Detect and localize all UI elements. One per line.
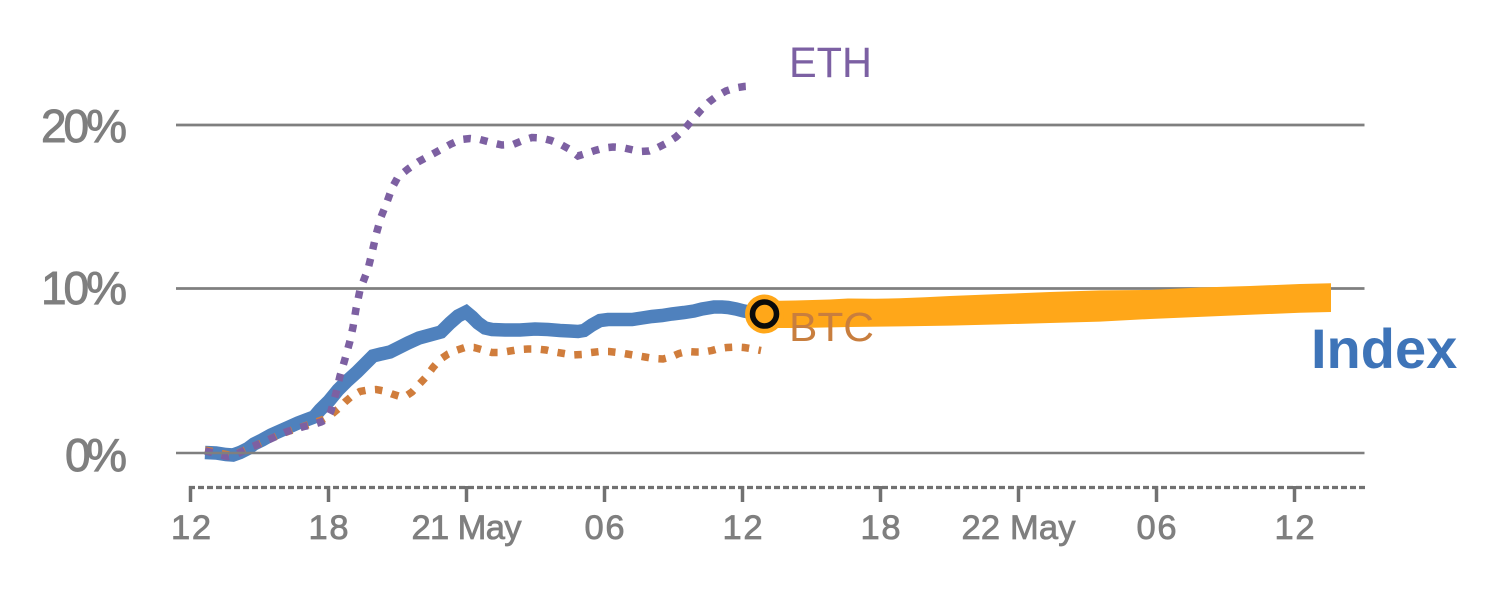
svg-text:ETH: ETH bbox=[789, 39, 872, 87]
svg-text:06: 06 bbox=[1137, 509, 1177, 547]
svg-text:Index: Index bbox=[1311, 317, 1457, 380]
svg-text:18: 18 bbox=[861, 509, 901, 547]
svg-text:10%: 10% bbox=[41, 262, 127, 314]
svg-text:12: 12 bbox=[1275, 509, 1315, 547]
svg-text:22 May: 22 May bbox=[962, 509, 1077, 547]
svg-text:BTC: BTC bbox=[789, 304, 874, 350]
svg-text:06: 06 bbox=[585, 509, 625, 547]
svg-text:20%: 20% bbox=[41, 100, 127, 152]
svg-text:0%: 0% bbox=[65, 429, 127, 481]
svg-text:21 May: 21 May bbox=[412, 509, 523, 547]
svg-text:12: 12 bbox=[723, 509, 763, 547]
svg-text:18: 18 bbox=[309, 509, 349, 547]
svg-text:12: 12 bbox=[171, 509, 211, 547]
